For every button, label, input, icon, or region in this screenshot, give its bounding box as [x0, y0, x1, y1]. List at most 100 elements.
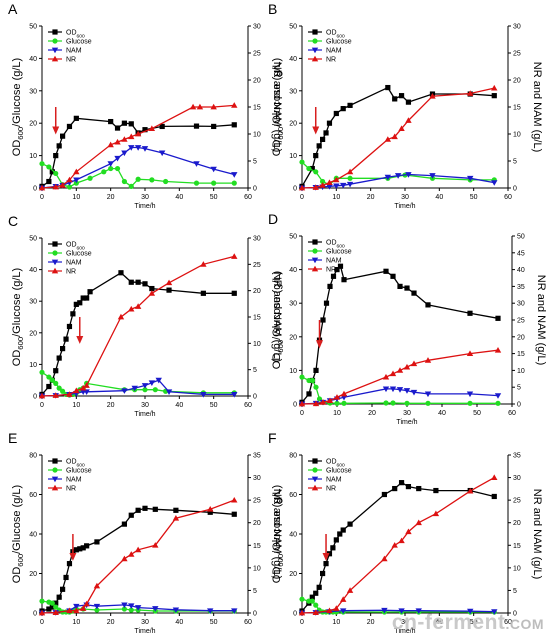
- point-glucose: [313, 602, 319, 608]
- point-nam: [403, 388, 411, 394]
- point-od: [347, 102, 353, 108]
- point-od: [80, 545, 86, 551]
- y-right-axis-label: NR and NAM (g/L): [531, 489, 543, 579]
- legend-label: NAM: [326, 258, 342, 265]
- point-od: [128, 121, 134, 127]
- point-od: [66, 323, 73, 330]
- y-right-tick-label: 0: [517, 402, 521, 409]
- point-od: [313, 153, 319, 159]
- point-od: [231, 290, 237, 296]
- point-nam: [210, 166, 217, 173]
- series-line-nr: [301, 349, 499, 405]
- y-right-tick-label: 20: [513, 78, 521, 85]
- point-glucose: [121, 606, 127, 612]
- point-glucose: [53, 380, 59, 386]
- point-od: [60, 133, 66, 139]
- point-od: [49, 604, 55, 610]
- feeding-arrow-head: [52, 126, 60, 135]
- legend-marker: [52, 467, 58, 473]
- y-right-tick-label: 30: [517, 301, 525, 308]
- point-nr: [398, 537, 405, 544]
- point-nam: [121, 150, 128, 157]
- point-glucose: [87, 175, 93, 181]
- point-nam: [340, 608, 347, 614]
- y-left-tick-label: 10: [29, 153, 37, 160]
- point-nr: [73, 387, 80, 394]
- x-tick-label: 10: [332, 194, 340, 201]
- x-tick-label: 0: [40, 194, 44, 201]
- x-tick-label: 0: [40, 619, 44, 626]
- y-right-tick-label: 5: [517, 385, 521, 392]
- point-nr: [466, 350, 474, 356]
- legend-label: NR: [326, 57, 336, 64]
- y-left-tick-label: 80: [29, 453, 37, 460]
- point-nam: [326, 183, 333, 190]
- point-nr: [128, 133, 135, 140]
- point-od: [121, 521, 127, 527]
- point-nam: [141, 383, 149, 389]
- point-od: [385, 84, 391, 91]
- point-od: [231, 122, 237, 128]
- y-right-tick-label: 20: [513, 520, 521, 527]
- point-nr: [148, 290, 156, 296]
- x-tick-label: 20: [367, 194, 375, 201]
- point-nr: [172, 515, 180, 521]
- y-right-tick-label: 5: [513, 159, 517, 166]
- y-right-tick-label: 35: [253, 453, 261, 460]
- point-od: [467, 310, 473, 316]
- point-nam: [231, 172, 238, 178]
- y-right-tick-label: 25: [253, 262, 261, 269]
- point-od: [149, 285, 155, 292]
- point-nam: [398, 608, 405, 614]
- point-od: [337, 531, 343, 537]
- point-glucose: [135, 176, 141, 182]
- point-od: [53, 368, 59, 374]
- point-nam: [394, 173, 402, 179]
- point-od: [330, 545, 336, 551]
- point-nr: [319, 399, 327, 405]
- legend-marker: [311, 265, 319, 272]
- point-od: [405, 484, 412, 490]
- y-right-tick-label: 20: [253, 78, 261, 85]
- legend-label: NR: [326, 486, 336, 493]
- legend-label: Glucose: [66, 39, 92, 46]
- y-right-tick-label: 20: [253, 288, 261, 295]
- legend-label: Glucose: [326, 39, 352, 46]
- point-nr: [165, 279, 173, 286]
- x-tick-label: 10: [72, 402, 80, 409]
- y-left-tick-label: 20: [289, 571, 297, 578]
- y-right-tick-label: 10: [253, 341, 261, 348]
- point-nr: [73, 607, 80, 614]
- y-right-tick-label: 30: [513, 475, 521, 482]
- point-glucose: [53, 170, 59, 177]
- x-tick-label: 20: [368, 410, 376, 417]
- point-glucose: [39, 598, 45, 604]
- point-nam: [410, 389, 418, 396]
- x-tick-label: 50: [210, 402, 218, 409]
- x-tick-label: 50: [210, 194, 218, 201]
- point-od: [173, 507, 179, 513]
- point-od: [320, 317, 326, 323]
- point-od: [46, 606, 52, 612]
- point-nr: [381, 555, 388, 562]
- point-glucose: [163, 178, 169, 185]
- y-right-tick-label: 10: [517, 368, 525, 375]
- point-od: [84, 543, 90, 549]
- y-left-tick-label: 30: [289, 301, 297, 308]
- panel-a: A0 10 20 30 40 50 6001020304050051015202530Tim…: [8, 1, 283, 210]
- legend-label: Glucose: [66, 251, 92, 258]
- x-tick-label: 30: [141, 194, 149, 201]
- point-nr: [80, 384, 87, 391]
- y-left-tick-label: 20: [29, 571, 37, 578]
- point-nr: [405, 528, 412, 535]
- y-right-axis-label: NR and NAM (g/L): [531, 62, 543, 152]
- point-od: [53, 600, 59, 606]
- y-left-tick-label: 20: [289, 121, 297, 128]
- point-glucose: [46, 164, 52, 170]
- x-tick-label: 0: [300, 619, 304, 626]
- series-line-glucose: [41, 163, 235, 188]
- y-left-tick-label: 0: [293, 611, 297, 618]
- point-od: [416, 485, 422, 492]
- x-tick-label: 0: [300, 410, 304, 417]
- point-od: [77, 546, 83, 552]
